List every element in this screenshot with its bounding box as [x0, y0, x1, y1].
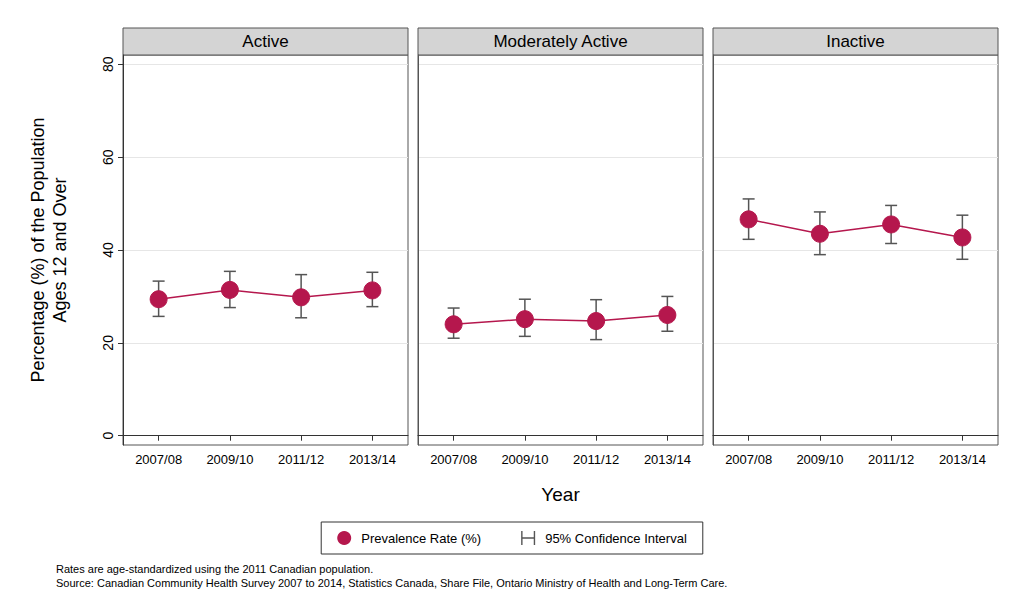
svg-text:Source: Canadian Community Hea: Source: Canadian Community Health Survey…	[56, 577, 727, 589]
svg-text:95% Confidence Interval: 95% Confidence Interval	[545, 531, 687, 546]
svg-text:Active: Active	[242, 32, 288, 51]
svg-text:Rates are age-standardized usi: Rates are age-standardized using the 201…	[56, 563, 373, 575]
svg-text:2009/10: 2009/10	[501, 452, 548, 467]
svg-text:Prevalence Rate (%): Prevalence Rate (%)	[361, 531, 481, 546]
svg-text:2011/12: 2011/12	[573, 452, 619, 467]
svg-text:2007/08: 2007/08	[725, 452, 772, 467]
svg-text:2007/08: 2007/08	[135, 452, 182, 467]
svg-text:2011/12: 2011/12	[868, 452, 914, 467]
svg-text:Percentage (%) of the Populati: Percentage (%) of the Population	[28, 117, 48, 382]
svg-text:2009/10: 2009/10	[796, 452, 843, 467]
svg-text:2011/12: 2011/12	[278, 452, 324, 467]
svg-text:Moderately Active: Moderately Active	[493, 32, 627, 51]
svg-text:2009/10: 2009/10	[206, 452, 253, 467]
svg-text:2013/14: 2013/14	[939, 452, 986, 467]
svg-text:80: 80	[100, 56, 116, 72]
svg-text:Ages 12 and Over: Ages 12 and Over	[50, 177, 70, 322]
svg-text:40: 40	[100, 242, 116, 258]
svg-text:2007/08: 2007/08	[430, 452, 477, 467]
svg-text:Inactive: Inactive	[826, 32, 885, 51]
svg-text:2013/14: 2013/14	[644, 452, 691, 467]
svg-text:60: 60	[100, 149, 116, 165]
svg-text:2013/14: 2013/14	[349, 452, 396, 467]
svg-text:0: 0	[100, 432, 116, 440]
svg-text:20: 20	[100, 335, 116, 351]
svg-text:Year: Year	[541, 484, 580, 505]
